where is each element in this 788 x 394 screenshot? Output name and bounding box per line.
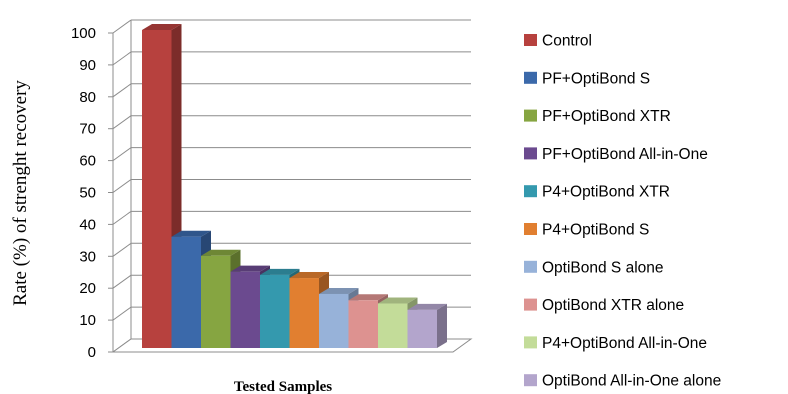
legend-swatch xyxy=(524,185,537,198)
legend-item: OptiBond XTR alone xyxy=(524,297,684,314)
legend-item: P4+OptiBond S xyxy=(524,222,649,239)
y-axis-title: Rate (%) of strenght recovery xyxy=(10,80,31,306)
y-tick-label: 80 xyxy=(79,89,96,106)
legend-label: Control xyxy=(542,33,592,50)
gridline-side xyxy=(112,115,132,130)
y-tick-label: 0 xyxy=(88,344,96,361)
legend-label: PF+OptiBond All-in-One xyxy=(542,146,708,163)
bar-front xyxy=(407,309,437,348)
bar-top xyxy=(378,297,418,304)
legend-swatch xyxy=(524,298,537,311)
y-tick-label: 30 xyxy=(79,248,96,265)
y-tick-labels: 0 10 20 30 40 50 60 70 80 90 100 xyxy=(71,25,96,361)
bar-top xyxy=(230,265,270,272)
bar-top xyxy=(260,268,300,275)
bar-front xyxy=(171,236,201,348)
legend-item: OptiBond All-in-One alone xyxy=(524,373,721,390)
bar-top xyxy=(171,230,211,237)
legend-label: OptiBond S alone xyxy=(542,259,664,276)
bar-front xyxy=(348,300,378,348)
gridline-side xyxy=(112,242,132,257)
x-axis-title: Tested Samples xyxy=(234,379,332,394)
bars-layer xyxy=(142,24,447,348)
legend-swatch xyxy=(524,336,537,349)
gridline-side xyxy=(112,210,132,225)
legend-swatch xyxy=(524,109,537,122)
y-tick-label: 10 xyxy=(79,312,96,329)
legend: Control PF+OptiBond S PF+OptiBond XTR PF+Op… xyxy=(524,33,721,390)
legend-label: P4+OptiBond All-in-One xyxy=(542,335,707,352)
legend-item: PF+OptiBond All-in-One xyxy=(524,146,708,163)
y-tick-label: 40 xyxy=(79,216,96,233)
y-tick-label: 50 xyxy=(79,185,96,202)
bar-top xyxy=(407,303,447,310)
bar-top xyxy=(201,249,241,256)
legend-item: PF+OptiBond XTR xyxy=(524,108,671,125)
gridline-side xyxy=(112,274,132,289)
bar-front xyxy=(142,30,172,348)
bar-top xyxy=(348,294,388,301)
y-tick-label: 100 xyxy=(71,25,96,42)
legend-swatch xyxy=(524,374,537,387)
y-tick-label: 60 xyxy=(79,153,96,170)
legend-swatch xyxy=(524,223,537,235)
y-tick-label: 90 xyxy=(79,57,96,74)
bar-front xyxy=(319,293,349,348)
legend-swatch xyxy=(524,71,537,84)
legend-item: PF+OptiBond S xyxy=(524,70,650,87)
bar-front xyxy=(230,271,260,348)
bar xyxy=(407,303,447,348)
gridline-side xyxy=(112,147,132,162)
bar-front xyxy=(378,303,408,348)
gridline-side xyxy=(112,83,132,98)
y-tick-label: 20 xyxy=(79,280,96,297)
legend-item: P4+OptiBond XTR xyxy=(524,184,670,201)
legend-label: P4+OptiBond XTR xyxy=(542,184,670,201)
legend-label: P4+OptiBond S xyxy=(542,222,649,239)
y-tick-label: 70 xyxy=(79,121,96,138)
legend-item: Control xyxy=(524,33,592,50)
bar-front xyxy=(289,278,319,348)
gridline-side xyxy=(112,306,132,321)
legend-swatch xyxy=(524,147,537,160)
legend-swatch xyxy=(524,34,537,46)
legend-label: OptiBond XTR alone xyxy=(542,297,684,314)
legend-item: OptiBond S alone xyxy=(524,259,664,276)
bar-front xyxy=(201,255,231,348)
legend-label: OptiBond All-in-One alone xyxy=(542,373,721,390)
bar-side xyxy=(437,303,447,348)
gridline-side xyxy=(112,179,132,193)
bar-front xyxy=(260,274,290,348)
legend-swatch xyxy=(524,260,537,273)
legend-label: PF+OptiBond S xyxy=(542,70,650,87)
gridline-side xyxy=(112,51,132,66)
gridline-side xyxy=(112,19,132,34)
bar-top xyxy=(319,287,359,294)
legend-item: P4+OptiBond All-in-One xyxy=(524,335,707,352)
legend-label: PF+OptiBond XTR xyxy=(542,108,671,125)
bar-top xyxy=(142,24,182,30)
bar-top xyxy=(289,272,329,279)
